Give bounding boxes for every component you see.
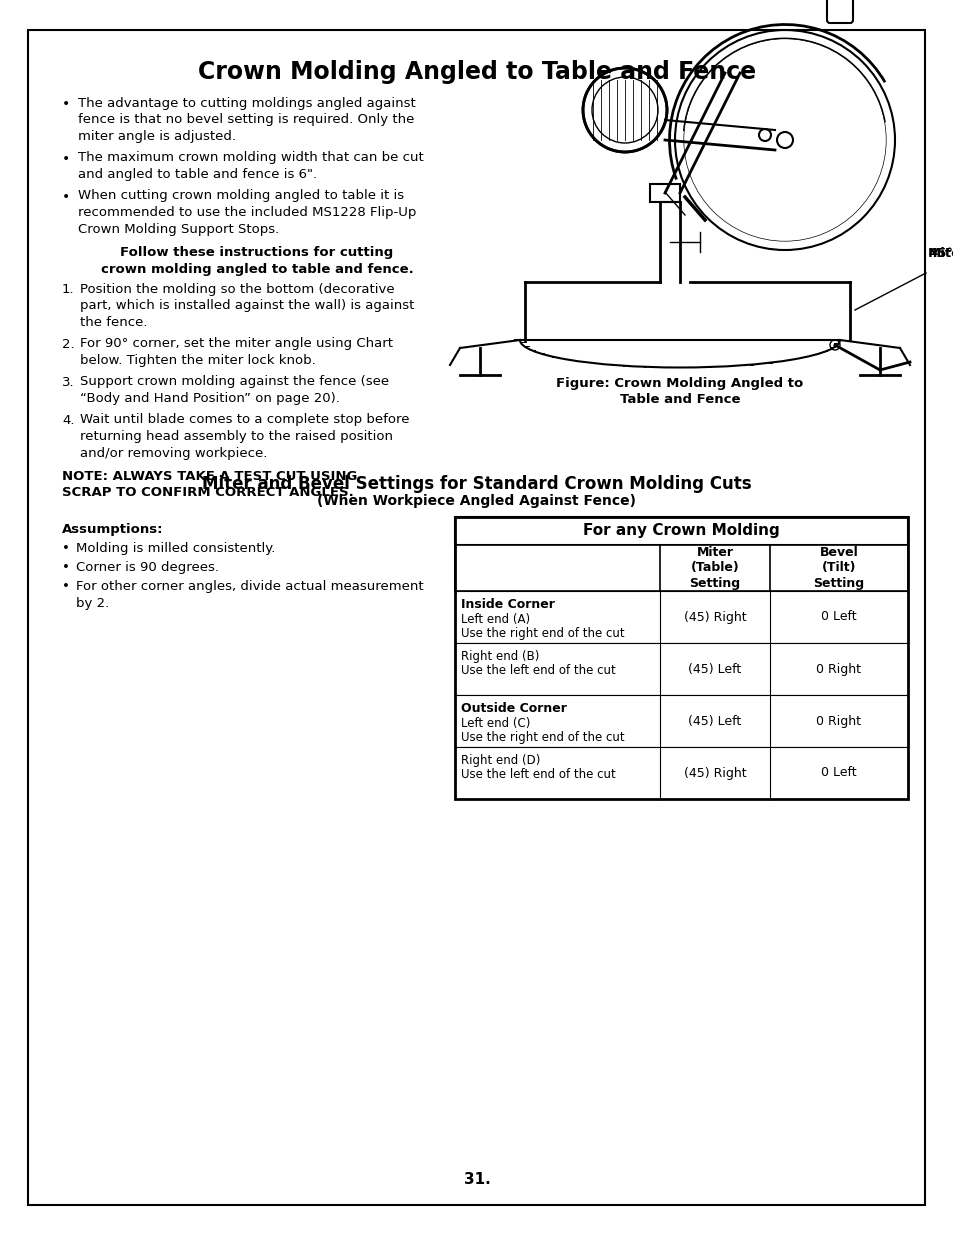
Text: When cutting crown molding angled to table it is: When cutting crown molding angled to tab… bbox=[78, 189, 404, 203]
Text: The maximum crown molding width that can be cut: The maximum crown molding width that can… bbox=[78, 152, 423, 164]
Text: The advantage to cutting moldings angled against: The advantage to cutting moldings angled… bbox=[78, 98, 416, 110]
Text: •: • bbox=[62, 189, 71, 204]
Text: 0 Left: 0 Left bbox=[821, 610, 856, 624]
Text: Molding is milled consistently.: Molding is milled consistently. bbox=[76, 542, 275, 555]
Text: Left end (A): Left end (A) bbox=[460, 613, 530, 626]
Text: 1.: 1. bbox=[62, 283, 74, 296]
Circle shape bbox=[776, 132, 792, 148]
Text: 2.: 2. bbox=[62, 337, 74, 351]
Bar bbox=[455, 545, 907, 592]
Text: (When Workpiece Angled Against Fence): (When Workpiece Angled Against Fence) bbox=[317, 494, 636, 508]
Text: •: • bbox=[62, 98, 71, 111]
Text: fence is that no bevel setting is required. Only the: fence is that no bevel setting is requir… bbox=[78, 114, 414, 126]
Bar bbox=[455, 592, 907, 643]
Text: 0 Left: 0 Left bbox=[821, 767, 856, 779]
Text: Table and Fence: Table and Fence bbox=[619, 393, 740, 406]
Text: (45) Left: (45) Left bbox=[688, 715, 740, 727]
Text: 31.: 31. bbox=[463, 1172, 490, 1187]
Text: 0 Right: 0 Right bbox=[816, 715, 861, 727]
Text: Figure: Crown Molding Angled to: Figure: Crown Molding Angled to bbox=[556, 377, 802, 390]
Circle shape bbox=[759, 128, 770, 141]
Text: •: • bbox=[62, 542, 70, 555]
Bar bbox=[455, 517, 907, 545]
Text: 45°: 45° bbox=[927, 247, 952, 261]
Text: returning head assembly to the raised position: returning head assembly to the raised po… bbox=[80, 430, 393, 443]
Text: For any Crown Molding: For any Crown Molding bbox=[582, 524, 779, 538]
Bar bbox=[455, 695, 907, 747]
Text: Right end (D): Right end (D) bbox=[460, 755, 539, 767]
Text: Right end (B): Right end (B) bbox=[460, 650, 538, 663]
Text: •: • bbox=[62, 561, 70, 574]
Text: 3.: 3. bbox=[62, 375, 74, 389]
Text: Position the molding so the bottom (decorative: Position the molding so the bottom (deco… bbox=[80, 283, 395, 296]
Text: Use the right end of the cut: Use the right end of the cut bbox=[460, 627, 624, 640]
Text: “Body and Hand Position” on page 20).: “Body and Hand Position” on page 20). bbox=[80, 391, 339, 405]
Text: Crown Molding Angled to Table and Fence: Crown Molding Angled to Table and Fence bbox=[197, 61, 756, 84]
Text: crown molding angled to table and fence.: crown molding angled to table and fence. bbox=[100, 263, 413, 275]
Text: Miter: Miter bbox=[927, 232, 953, 261]
Text: by 2.: by 2. bbox=[76, 597, 110, 610]
Bar bbox=[455, 643, 907, 695]
Bar bbox=[455, 517, 907, 799]
Text: •: • bbox=[62, 152, 71, 165]
Text: Bevel
(Tilt)
Setting: Bevel (Tilt) Setting bbox=[813, 547, 863, 589]
Text: Inside Corner: Inside Corner bbox=[460, 598, 555, 611]
Text: below. Tighten the miter lock knob.: below. Tighten the miter lock knob. bbox=[80, 354, 315, 367]
Text: Assumptions:: Assumptions: bbox=[62, 522, 163, 536]
Text: part, which is installed against the wall) is against: part, which is installed against the wal… bbox=[80, 300, 414, 312]
Text: Outside Corner: Outside Corner bbox=[460, 701, 566, 715]
Text: miter angle is adjusted.: miter angle is adjusted. bbox=[78, 130, 235, 143]
FancyBboxPatch shape bbox=[826, 0, 852, 23]
Text: Follow these instructions for cutting: Follow these instructions for cutting bbox=[120, 246, 394, 259]
Text: Miter and Bevel Settings for Standard Crown Molding Cuts: Miter and Bevel Settings for Standard Cr… bbox=[202, 475, 751, 493]
Text: SCRAP TO CONFIRM CORRECT ANGLES.: SCRAP TO CONFIRM CORRECT ANGLES. bbox=[62, 487, 354, 499]
Text: Wait until blade comes to a complete stop before: Wait until blade comes to a complete sto… bbox=[80, 414, 409, 426]
Text: Left end (C): Left end (C) bbox=[460, 718, 530, 730]
Text: the fence.: the fence. bbox=[80, 316, 148, 329]
Text: 0 Right: 0 Right bbox=[816, 662, 861, 676]
Bar bbox=[455, 747, 907, 799]
Bar bbox=[649, 184, 679, 203]
Text: 4.: 4. bbox=[62, 414, 74, 426]
Text: and angled to table and fence is 6".: and angled to table and fence is 6". bbox=[78, 168, 316, 182]
Text: For other corner angles, divide actual measurement: For other corner angles, divide actual m… bbox=[76, 580, 423, 593]
Text: and/or removing workpiece.: and/or removing workpiece. bbox=[80, 447, 267, 459]
Text: Use the right end of the cut: Use the right end of the cut bbox=[460, 731, 624, 743]
Text: •: • bbox=[62, 580, 70, 593]
Text: NOTE: ALWAYS TAKE A TEST CUT USING: NOTE: ALWAYS TAKE A TEST CUT USING bbox=[62, 471, 357, 483]
Text: For 90° corner, set the miter angle using Chart: For 90° corner, set the miter angle usin… bbox=[80, 337, 393, 351]
Text: (45) Left: (45) Left bbox=[688, 662, 740, 676]
Text: (45) Right: (45) Right bbox=[683, 767, 745, 779]
Text: Use the left end of the cut: Use the left end of the cut bbox=[460, 664, 615, 677]
Text: Use the left end of the cut: Use the left end of the cut bbox=[460, 768, 615, 781]
Text: Crown Molding Support Stops.: Crown Molding Support Stops. bbox=[78, 222, 279, 236]
Text: Support crown molding against the fence (see: Support crown molding against the fence … bbox=[80, 375, 389, 389]
Text: recommended to use the included MS1228 Flip-Up: recommended to use the included MS1228 F… bbox=[78, 206, 416, 219]
Text: (45) Right: (45) Right bbox=[683, 610, 745, 624]
Text: Corner is 90 degrees.: Corner is 90 degrees. bbox=[76, 561, 219, 574]
Text: Miter
(Table)
Setting: Miter (Table) Setting bbox=[689, 547, 740, 589]
